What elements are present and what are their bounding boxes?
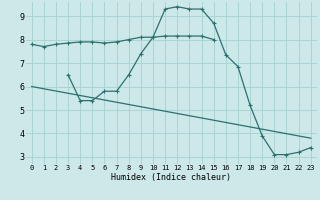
X-axis label: Humidex (Indice chaleur): Humidex (Indice chaleur) <box>111 173 231 182</box>
